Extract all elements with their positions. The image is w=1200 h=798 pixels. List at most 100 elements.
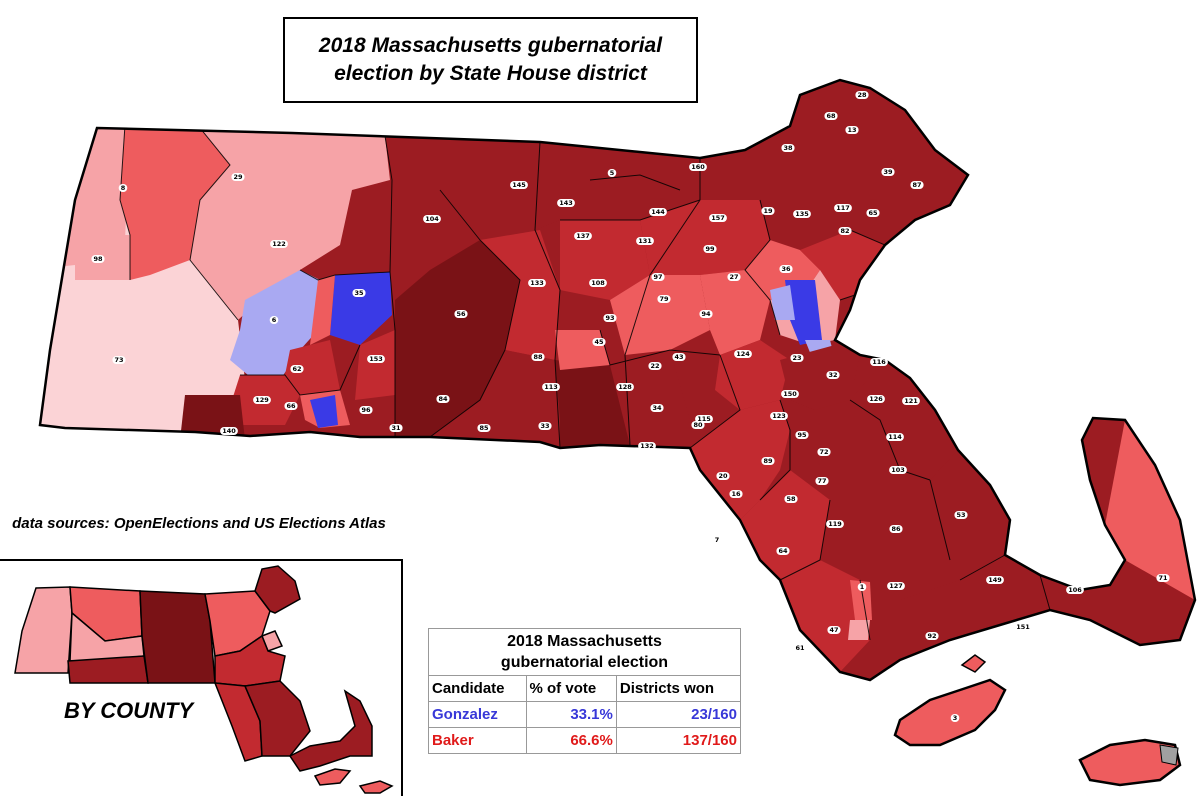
svg-text:93: 93: [605, 314, 614, 322]
district-label: 16: [729, 490, 743, 498]
svg-text:92: 92: [927, 632, 936, 640]
candidate-won: 137/160: [615, 727, 742, 754]
svg-text:116: 116: [872, 358, 886, 366]
district-label: 31: [389, 424, 403, 432]
district-label: 95: [795, 431, 809, 439]
svg-text:85: 85: [479, 424, 489, 432]
district-label: 127: [887, 582, 905, 590]
district-label: 33: [538, 422, 552, 430]
svg-text:135: 135: [795, 210, 809, 218]
svg-text:1: 1: [860, 583, 865, 591]
svg-text:65: 65: [868, 209, 878, 217]
district-label: 79: [657, 295, 671, 303]
nantucket-tie: [1159, 744, 1179, 766]
svg-text:68: 68: [826, 112, 836, 120]
svg-text:99: 99: [705, 245, 715, 253]
district-label: 132: [638, 442, 656, 450]
data-sources-note: data sources: OpenElections and US Elect…: [12, 515, 386, 532]
svg-text:7: 7: [715, 536, 720, 544]
svg-text:36: 36: [781, 265, 791, 273]
svg-text:117: 117: [836, 204, 850, 212]
district-label: 128: [616, 383, 634, 391]
candidate-won: 23/160: [615, 701, 742, 728]
county-barnstable: [288, 689, 373, 772]
svg-text:38: 38: [783, 144, 793, 152]
svg-text:33: 33: [540, 422, 549, 430]
inset-label: BY COUNTY: [64, 698, 194, 723]
svg-text:157: 157: [711, 214, 725, 222]
svg-text:43: 43: [674, 353, 683, 361]
district-label: 99: [703, 245, 717, 253]
caption-line-2: gubernatorial election: [500, 654, 669, 671]
county-dukes: [313, 768, 352, 786]
district-label: 73: [112, 356, 126, 364]
district-label: 149: [986, 576, 1004, 584]
caption-line-1: 2018 Massachusetts: [507, 633, 662, 650]
svg-text:89: 89: [763, 457, 773, 465]
svg-text:23: 23: [792, 354, 801, 362]
district-label: 22: [648, 362, 662, 370]
svg-text:8: 8: [121, 184, 126, 192]
district-label: 3: [950, 714, 960, 722]
district-label: 94: [699, 310, 713, 318]
district-label: 8: [118, 184, 128, 192]
svg-text:53: 53: [956, 511, 965, 519]
svg-text:98: 98: [93, 255, 103, 263]
map-title: 2018 Massachusetts gubernatorial electio…: [283, 17, 698, 103]
svg-text:84: 84: [438, 395, 448, 403]
svg-text:87: 87: [912, 181, 921, 189]
svg-text:115: 115: [697, 415, 711, 423]
candidate-name: Gonzalez: [428, 701, 527, 728]
district-label: 97: [651, 273, 665, 281]
svg-text:150: 150: [783, 390, 797, 398]
district-label: 23: [790, 354, 804, 362]
district-label: 113: [542, 383, 560, 391]
district-label: 35: [352, 289, 366, 297]
district-label: 123: [770, 412, 788, 420]
svg-text:128: 128: [618, 383, 632, 391]
svg-text:149: 149: [988, 576, 1002, 584]
district-label: 160: [689, 163, 707, 171]
district-label: 43: [672, 353, 686, 361]
svg-text:6: 6: [272, 316, 277, 324]
svg-text:80: 80: [693, 421, 703, 429]
district-label: 153: [367, 355, 385, 363]
county-inset: BY COUNTY: [0, 559, 403, 796]
svg-text:77: 77: [817, 477, 826, 485]
svg-text:27: 27: [729, 273, 738, 281]
svg-text:95: 95: [797, 431, 807, 439]
svg-text:72: 72: [819, 448, 828, 456]
district-label: 126: [867, 395, 885, 403]
district-label: 140: [220, 427, 238, 435]
svg-text:47: 47: [829, 626, 838, 634]
candidate-pct: 66.6%: [525, 727, 617, 754]
district-label: 1: [857, 583, 867, 591]
svg-text:143: 143: [559, 199, 573, 207]
svg-text:5: 5: [610, 169, 615, 177]
district-label: 7: [712, 536, 722, 544]
district-label: 143: [557, 199, 575, 207]
marthas-vineyard: [893, 678, 1007, 747]
district-label: 34: [650, 404, 664, 412]
district-label: 28: [855, 91, 869, 99]
district-label: 86: [889, 525, 903, 533]
county-worcester: [139, 590, 216, 684]
header-pct: % of vote: [525, 675, 617, 702]
svg-text:45: 45: [594, 338, 604, 346]
district-label: 39: [881, 168, 895, 176]
district-label: 150: [781, 390, 799, 398]
district-label: 56: [454, 310, 468, 318]
district-label: 27: [727, 273, 741, 281]
county-hampden: [67, 655, 149, 684]
district-label: 38: [781, 144, 795, 152]
county-nantucket: [358, 780, 394, 794]
svg-text:34: 34: [652, 404, 662, 412]
district-label: 119: [826, 520, 844, 528]
header-candidate: Candidate: [428, 675, 527, 702]
svg-text:73: 73: [114, 356, 123, 364]
svg-text:114: 114: [888, 433, 902, 441]
district-label: 92: [925, 632, 939, 640]
county-essex: [254, 565, 301, 614]
